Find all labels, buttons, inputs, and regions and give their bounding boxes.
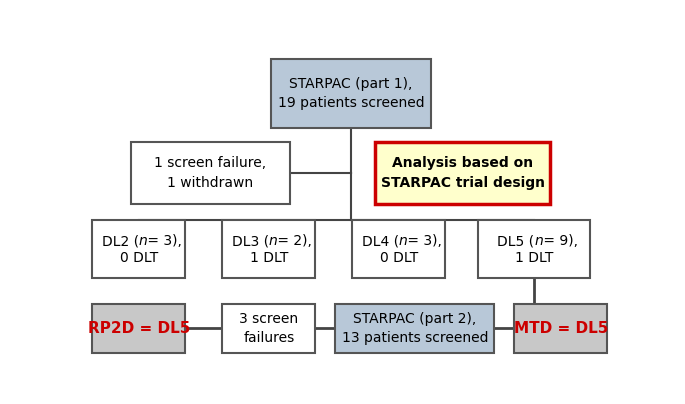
Text: 1 screen failure,
1 withdrawn: 1 screen failure, 1 withdrawn <box>154 156 266 189</box>
Text: = 3),: = 3), <box>403 234 443 248</box>
Text: = 2),: = 2), <box>273 234 312 248</box>
FancyBboxPatch shape <box>335 304 495 353</box>
FancyBboxPatch shape <box>352 220 445 278</box>
Text: n: n <box>138 234 147 248</box>
Text: 0 DLT: 0 DLT <box>379 251 418 265</box>
Text: DL5 (: DL5 ( <box>497 234 534 248</box>
Text: DL4 (: DL4 ( <box>362 234 399 248</box>
FancyBboxPatch shape <box>223 304 315 353</box>
Text: MTD = DL5: MTD = DL5 <box>514 321 608 336</box>
FancyBboxPatch shape <box>223 220 315 278</box>
Text: Analysis based on
STARPAC trial design: Analysis based on STARPAC trial design <box>381 156 545 189</box>
Text: 0 DLT: 0 DLT <box>120 251 158 265</box>
FancyBboxPatch shape <box>92 304 185 353</box>
Text: n: n <box>269 234 277 248</box>
FancyBboxPatch shape <box>92 220 185 278</box>
FancyBboxPatch shape <box>271 59 431 128</box>
Text: RP2D = DL5: RP2D = DL5 <box>88 321 190 336</box>
Text: = 3),: = 3), <box>143 234 182 248</box>
Text: 1 DLT: 1 DLT <box>249 251 288 265</box>
Text: DL2 (: DL2 ( <box>101 234 138 248</box>
Text: n: n <box>399 234 408 248</box>
Text: STARPAC (part 1),
19 patients screened: STARPAC (part 1), 19 patients screened <box>277 77 425 110</box>
Text: = 9),: = 9), <box>538 234 577 248</box>
FancyBboxPatch shape <box>478 220 590 278</box>
Text: DL3 (: DL3 ( <box>232 234 269 248</box>
FancyBboxPatch shape <box>375 142 550 204</box>
Text: 3 screen
failures: 3 screen failures <box>239 312 299 345</box>
Text: n: n <box>534 234 543 248</box>
Text: STARPAC (part 2),
13 patients screened: STARPAC (part 2), 13 patients screened <box>342 312 488 345</box>
FancyBboxPatch shape <box>514 304 607 353</box>
FancyBboxPatch shape <box>131 142 290 204</box>
Text: 1 DLT: 1 DLT <box>515 251 553 265</box>
